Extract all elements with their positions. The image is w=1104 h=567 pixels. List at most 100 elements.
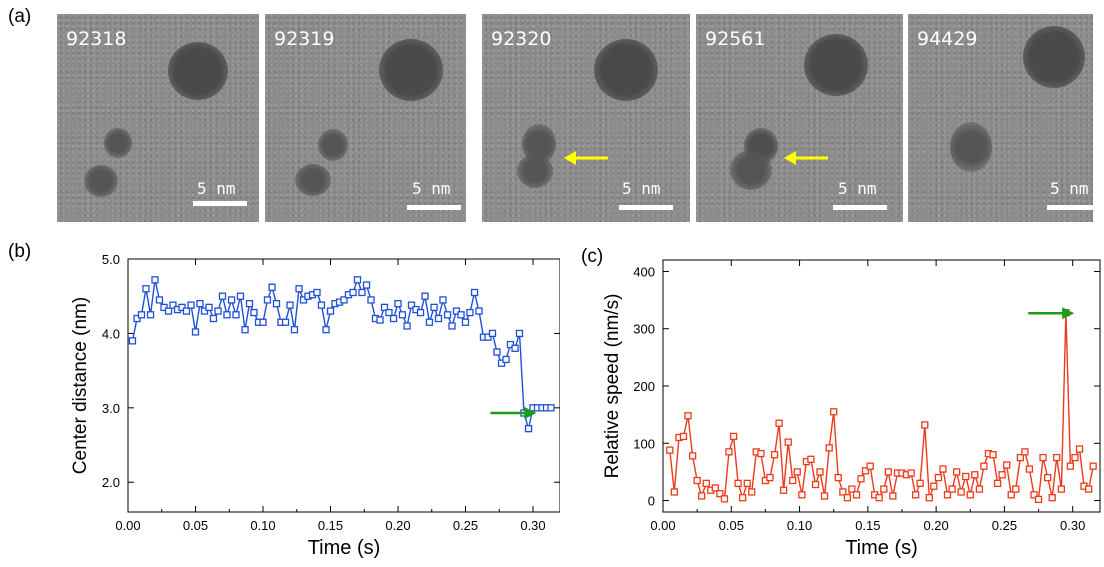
data-point	[227, 296, 236, 304]
data-point	[839, 488, 847, 496]
data-point	[506, 340, 515, 349]
data-point	[146, 311, 155, 319]
data-point	[861, 467, 870, 475]
plot-frame	[127, 258, 560, 513]
scale-bar-label: 5 nm	[622, 179, 661, 198]
data-point	[1048, 494, 1056, 502]
plot-frame	[662, 259, 1101, 513]
x-tick-label: 0.00	[650, 518, 675, 533]
data-point	[738, 494, 747, 502]
small-particle	[295, 164, 331, 196]
data-point	[907, 469, 915, 477]
data-point	[511, 344, 519, 352]
data-point	[939, 465, 947, 473]
data-point	[948, 485, 956, 493]
data-point	[389, 314, 398, 323]
x-tick-label: 0.10	[787, 518, 812, 533]
data-point	[1053, 453, 1061, 462]
y-tick-label: 400	[633, 264, 655, 279]
data-point	[398, 311, 407, 319]
large-particle	[379, 39, 443, 101]
data-point	[245, 299, 254, 308]
data-point	[711, 484, 719, 492]
frame-id: 92561	[705, 28, 766, 50]
data-point	[720, 495, 729, 503]
arrow-head	[524, 407, 537, 420]
green-arrow-icon	[1028, 307, 1075, 320]
data-point	[875, 494, 883, 502]
data-point	[952, 468, 961, 476]
data-point	[470, 288, 479, 297]
y-tick-label: 0	[648, 494, 655, 509]
data-point	[697, 492, 706, 500]
data-point	[502, 355, 510, 364]
data-point	[385, 308, 393, 317]
yellow-arrow-icon	[564, 151, 608, 165]
data-point	[866, 462, 874, 470]
x-tick-label: 0.30	[520, 518, 545, 533]
data-point	[497, 359, 506, 367]
data-point	[748, 488, 756, 496]
data-point	[989, 451, 997, 459]
data-point	[358, 288, 366, 297]
data-point	[416, 308, 425, 317]
data-point	[313, 288, 321, 297]
data-point	[1030, 491, 1038, 499]
data-point	[457, 311, 465, 319]
data-point	[214, 307, 222, 315]
data-point	[980, 462, 988, 470]
data-point	[362, 281, 371, 289]
data-point	[299, 296, 308, 304]
arrow-head	[1062, 307, 1075, 320]
data-point	[925, 494, 933, 502]
data-point	[380, 303, 389, 312]
data-point	[182, 307, 191, 315]
data-point	[1075, 445, 1084, 453]
data-point	[889, 492, 897, 500]
small-particle	[104, 128, 132, 158]
data-point	[1021, 448, 1029, 456]
tem-frame-strip: 92318 5 nm 92319 5 nm 92320 5 nm	[57, 14, 1093, 222]
data-point	[798, 491, 806, 499]
data-point	[811, 480, 820, 489]
data-point	[484, 333, 492, 341]
large-particle	[804, 34, 868, 96]
large-particle	[594, 39, 658, 101]
data-point	[515, 329, 524, 338]
x-tick-label: 0.10	[250, 518, 275, 533]
scale-bar	[833, 205, 887, 210]
data-point	[789, 476, 797, 485]
x-tick-label: 0.30	[1060, 518, 1085, 533]
data-point	[770, 451, 779, 459]
data-point	[493, 348, 501, 356]
data-point	[679, 432, 688, 441]
data-point	[966, 491, 974, 499]
data-point	[775, 419, 783, 427]
data-point	[259, 318, 267, 326]
data-point	[178, 303, 186, 312]
data-point	[326, 307, 335, 315]
fused-particle	[517, 154, 553, 188]
data-point	[975, 485, 984, 493]
data-point	[448, 322, 456, 330]
data-point	[830, 408, 838, 416]
data-point	[133, 314, 141, 323]
data-point	[670, 488, 678, 496]
data-point	[421, 292, 429, 300]
scale-bar-label: 5 nm	[197, 179, 236, 198]
small-particle	[318, 129, 348, 161]
data-point	[196, 299, 204, 308]
data-point	[734, 479, 742, 488]
data-point	[322, 326, 330, 334]
y-tick-label: 5.0	[102, 252, 120, 267]
scale-bar-label: 5 nm	[838, 179, 877, 198]
data-point	[407, 301, 416, 309]
data-point	[825, 444, 833, 452]
data-point	[268, 283, 276, 291]
large-particle	[1023, 26, 1085, 88]
data-point	[164, 307, 173, 315]
data-point	[191, 328, 200, 336]
scale-bar	[1047, 205, 1093, 210]
data-point	[295, 285, 303, 293]
